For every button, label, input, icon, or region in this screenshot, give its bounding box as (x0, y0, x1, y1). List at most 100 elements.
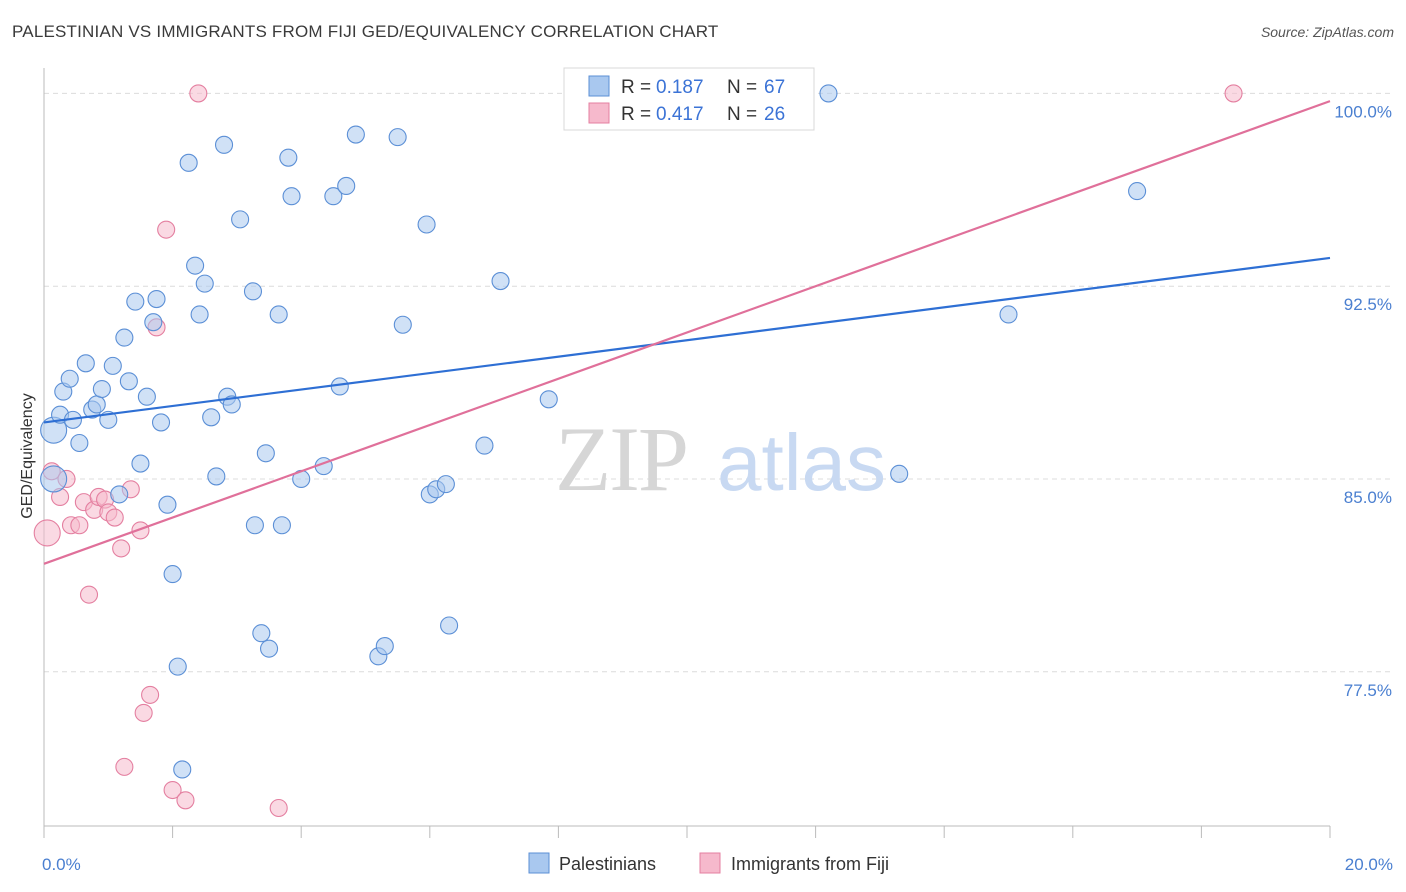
point-palestinians (475, 436, 494, 455)
point-fiji (105, 508, 124, 527)
legend-n-value-2: 26 (764, 104, 785, 125)
point-fiji (112, 539, 131, 558)
legend-swatch-blue (588, 75, 610, 97)
point-palestinians (163, 565, 182, 584)
point-palestinians (269, 305, 288, 324)
legend-r-value-1: 0.187 (656, 77, 704, 98)
point-palestinians (999, 305, 1018, 324)
point-palestinians (388, 128, 407, 147)
y-tick-label: 85.0% (1344, 488, 1392, 507)
point-fiji (141, 685, 160, 704)
point-fiji (33, 519, 61, 547)
point-fiji (131, 521, 150, 540)
legend-r-label-1: R = (621, 77, 651, 98)
point-palestinians (259, 639, 279, 658)
point-palestinians (245, 516, 264, 535)
chart-title: PALESTINIAN VS IMMIGRANTS FROM FIJI GED/… (12, 22, 719, 41)
point-palestinians (243, 282, 263, 301)
point-palestinians (76, 354, 95, 373)
legend-r-label-2: R = (621, 104, 651, 125)
legend-bottom-swatch-blue (528, 852, 550, 874)
point-palestinians (151, 413, 171, 432)
y-tick-label: 77.5% (1344, 681, 1392, 700)
point-palestinians (337, 176, 356, 196)
point-palestinians (436, 475, 455, 494)
point-fiji (163, 780, 182, 800)
point-palestinians (168, 657, 187, 676)
point-palestinians (252, 624, 271, 643)
point-palestinians (195, 274, 214, 293)
legend-series: Palestinians Immigrants from Fiji (528, 852, 889, 874)
point-palestinians (417, 215, 436, 234)
legend-n-label-1: N = (727, 77, 757, 98)
axes (43, 68, 1331, 838)
x-tick-label: 0.0% (42, 855, 81, 874)
point-palestinians (1128, 182, 1147, 201)
point-palestinians (214, 135, 234, 154)
point-palestinians (103, 356, 122, 375)
point-palestinians (147, 290, 166, 309)
series-palestinians (40, 84, 1147, 779)
grid-lines (44, 92, 1392, 673)
legend-swatch-pink (588, 102, 610, 124)
point-palestinians (158, 495, 177, 514)
point-palestinians (440, 616, 459, 635)
point-palestinians (539, 390, 558, 409)
legend-n-value-1: 67 (764, 77, 785, 98)
y-tick-labels: 100.0% 92.5% 85.0% 77.5% (1334, 102, 1392, 699)
point-palestinians (179, 153, 198, 172)
legend-bottom-swatch-pink (699, 852, 721, 874)
point-palestinians (110, 485, 129, 504)
trendlines (43, 100, 1331, 565)
legend-bottom-label-fiji: Immigrants from Fiji (731, 854, 889, 874)
y-tick-label: 92.5% (1344, 295, 1392, 314)
point-fiji (1224, 84, 1243, 103)
point-fiji (269, 798, 288, 818)
legend-bottom-label-palestinians: Palestinians (559, 854, 656, 874)
point-palestinians (256, 444, 275, 463)
point-fiji (70, 516, 89, 535)
watermark: ZIP atlas (555, 408, 886, 510)
x-tick-label: 20.0% (1345, 855, 1393, 874)
point-fiji (134, 703, 153, 722)
point-palestinians (202, 408, 221, 427)
point-fiji (189, 84, 208, 103)
point-palestinians (272, 516, 291, 535)
point-palestinians (890, 464, 909, 483)
watermark-zip: ZIP (555, 408, 687, 510)
point-palestinians (70, 433, 89, 453)
point-fiji (115, 757, 134, 776)
source-credit: Source: ZipAtlas.com (1260, 24, 1394, 40)
point-fiji (79, 585, 99, 604)
y-axis-label: GED/Equivalency (19, 393, 36, 518)
point-palestinians (126, 292, 145, 311)
point-palestinians (173, 760, 192, 779)
point-palestinians (137, 387, 156, 406)
legend-n-label-2: N = (727, 104, 757, 125)
point-fiji (157, 220, 176, 239)
point-palestinians (92, 379, 111, 399)
point-palestinians (119, 372, 138, 391)
trendline-fiji (43, 100, 1331, 565)
point-palestinians (115, 328, 134, 347)
point-palestinians (819, 84, 838, 103)
point-palestinians (491, 272, 510, 291)
point-palestinians (375, 637, 394, 656)
point-palestinians (144, 313, 163, 332)
trendline-palestinians (43, 256, 1331, 424)
point-palestinians (40, 465, 68, 493)
x-tick-labels: 0.0% 20.0% (42, 855, 1393, 874)
legend-correlation: R = 0.187 N = 67 R = 0.417 N = 26 (563, 67, 815, 131)
point-palestinians (186, 256, 205, 275)
point-palestinians (190, 305, 209, 324)
point-palestinians (87, 395, 106, 414)
point-fiji (176, 791, 195, 810)
y-tick-label: 100.0% (1334, 102, 1392, 121)
point-palestinians (346, 125, 365, 144)
point-palestinians (131, 454, 150, 473)
point-palestinians (222, 395, 241, 414)
watermark-atlas: atlas (717, 418, 886, 507)
point-palestinians (279, 148, 298, 167)
legend-r-value-2: 0.417 (656, 104, 704, 125)
